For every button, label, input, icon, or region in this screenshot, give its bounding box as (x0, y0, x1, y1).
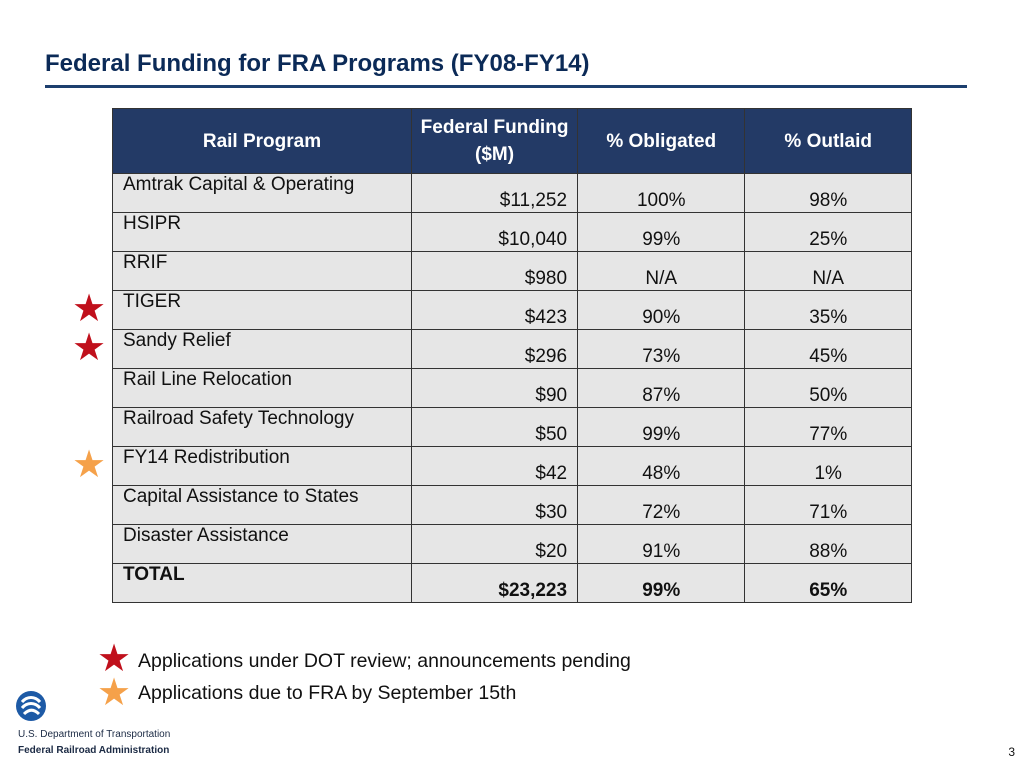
obligated-cell: 91% (577, 524, 746, 564)
title-divider (45, 85, 967, 88)
table-row: Rail Line Relocation $90 87% 50% (112, 368, 912, 408)
obligated-cell: 90% (577, 290, 746, 330)
table-row: Disaster Assistance $20 91% 88% (112, 524, 912, 564)
program-cell: Rail Line Relocation (112, 368, 412, 408)
outlaid-cell: 35% (744, 290, 912, 330)
red-star-icon: ★ (97, 638, 132, 680)
funding-cell: $10,040 (410, 212, 579, 252)
table-row: Sandy Relief $296 73% 45% (112, 329, 912, 369)
funding-cell: $423 (410, 290, 579, 330)
program-cell: TOTAL (112, 563, 412, 603)
program-cell: Sandy Relief (112, 329, 412, 369)
table-total-row: TOTAL $23,223 99% 65% (112, 563, 912, 603)
program-cell: HSIPR (112, 212, 412, 252)
obligated-cell: 99% (577, 407, 746, 447)
funding-cell: $20 (410, 524, 579, 564)
red-star-icon: ★ (72, 288, 107, 330)
funding-cell: $980 (410, 251, 579, 291)
red-star-icon: ★ (72, 327, 107, 369)
legend-orange-text: Applications due to FRA by September 15t… (138, 682, 517, 704)
outlaid-cell: 88% (744, 524, 912, 564)
legend-red-text: Applications under DOT review; announcem… (138, 650, 631, 672)
outlaid-cell: 98% (744, 173, 912, 213)
header-federal-funding: Federal Funding ($M) (410, 108, 579, 174)
program-cell: Railroad Safety Technology (112, 407, 412, 447)
header-rail-program: Rail Program (112, 108, 412, 174)
obligated-cell: 99% (577, 212, 746, 252)
obligated-cell: 48% (577, 446, 746, 486)
outlaid-cell: N/A (744, 251, 912, 291)
footer-dept: U.S. Department of Transportation (18, 729, 171, 740)
funding-cell: $42 (410, 446, 579, 486)
table-row: HSIPR $10,040 99% 25% (112, 212, 912, 252)
program-cell: RRIF (112, 251, 412, 291)
outlaid-cell: 25% (744, 212, 912, 252)
outlaid-cell: 50% (744, 368, 912, 408)
obligated-cell: 99% (577, 563, 746, 603)
program-cell: FY14 Redistribution (112, 446, 412, 486)
dot-logo-icon (16, 691, 46, 721)
funding-cell: $30 (410, 485, 579, 525)
program-cell: TIGER (112, 290, 412, 330)
header-obligated: % Obligated (577, 108, 746, 174)
footer-agency: Federal Railroad Administration (18, 745, 170, 756)
outlaid-cell: 65% (744, 563, 912, 603)
funding-cell: $296 (410, 329, 579, 369)
funding-cell: $90 (410, 368, 579, 408)
program-cell: Capital Assistance to States (112, 485, 412, 525)
table-header-row: Rail Program Federal Funding ($M) % Obli… (112, 108, 912, 174)
funding-cell: $50 (410, 407, 579, 447)
obligated-cell: 72% (577, 485, 746, 525)
obligated-cell: 100% (577, 173, 746, 213)
table-row: Capital Assistance to States $30 72% 71% (112, 485, 912, 525)
funding-cell: $23,223 (410, 563, 579, 603)
obligated-cell: N/A (577, 251, 746, 291)
outlaid-cell: 77% (744, 407, 912, 447)
table-row: Amtrak Capital & Operating $11,252 100% 98% (112, 173, 912, 213)
orange-star-icon: ★ (97, 672, 132, 714)
table-row: TIGER $423 90% 35% (112, 290, 912, 330)
orange-star-icon: ★ (72, 444, 107, 486)
funding-cell: $11,252 (410, 173, 579, 213)
page-number: 3 (1008, 745, 1015, 759)
outlaid-cell: 1% (744, 446, 912, 486)
funding-table: Rail Program Federal Funding ($M) % Obli… (112, 108, 912, 603)
obligated-cell: 73% (577, 329, 746, 369)
program-cell: Amtrak Capital & Operating (112, 173, 412, 213)
slide-title: Federal Funding for FRA Programs (FY08-F… (45, 50, 590, 77)
outlaid-cell: 71% (744, 485, 912, 525)
header-outlaid: % Outlaid (744, 108, 912, 174)
program-cell: Disaster Assistance (112, 524, 412, 564)
obligated-cell: 87% (577, 368, 746, 408)
table-row: Railroad Safety Technology $50 99% 77% (112, 407, 912, 447)
outlaid-cell: 45% (744, 329, 912, 369)
table-row: FY14 Redistribution $42 48% 1% (112, 446, 912, 486)
table-row: RRIF $980 N/A N/A (112, 251, 912, 291)
